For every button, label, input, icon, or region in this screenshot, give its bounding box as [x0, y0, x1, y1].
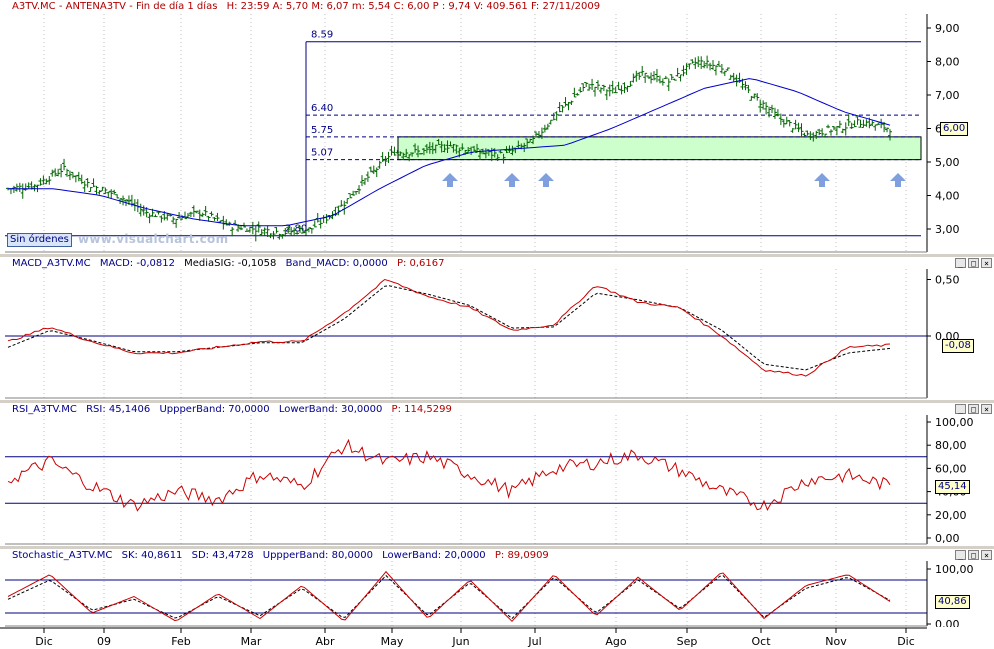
level-label: 5.75 — [311, 125, 333, 136]
macd-p-value: P: 0,6167 — [396, 258, 445, 269]
macd-y-tick-label: 0,50 — [935, 274, 960, 287]
x-axis-label: Nov — [825, 635, 847, 648]
rsi-y-tick-label: 0,00 — [935, 532, 960, 545]
macd-last-value-tag: -0,08 — [942, 339, 974, 353]
support-arrow — [504, 173, 520, 187]
macd-line — [7, 278, 891, 377]
rsi-indicator-name: RSI_A3TV.MC — [12, 404, 77, 415]
maximize-button[interactable]: □ — [968, 404, 979, 414]
macd-indicator-name: MACD_A3TV.MC — [12, 258, 91, 269]
x-axis-label: Oct — [751, 635, 771, 648]
rsi-y-tick-label: 20,00 — [935, 509, 967, 522]
price-y-tick-label: 7,00 — [935, 89, 960, 102]
stochastic-y-tick-label: 100,00 — [935, 563, 974, 576]
rsi-line — [7, 438, 891, 512]
price-chart[interactable]: 8.59 6.40 5.75 5.07 2.80 9,00 8,00 7,00 6,00 5,00… — [0, 0, 994, 254]
x-axis-label: Sep — [677, 635, 698, 648]
stochastic-y-tick-label: 0,00 — [935, 618, 960, 627]
price-y-tick-label: 3,00 — [935, 223, 960, 236]
x-axis-label: May — [381, 635, 404, 648]
support-arrow — [890, 173, 906, 187]
pane-divider[interactable] — [0, 254, 994, 257]
stochastic-indicator-name: Stochastic_A3TV.MC — [12, 550, 113, 561]
rsi-y-tick-label: 60,00 — [935, 462, 967, 475]
rsi-p-value: P: 114,5299 — [391, 404, 452, 415]
maximize-button[interactable]: □ — [968, 258, 979, 268]
level-label: 8.59 — [311, 30, 333, 41]
minimize-button[interactable]: _ — [955, 550, 966, 560]
rsi-pane-header: RSI_A3TV.MC RSI: 45,1406 UppperBand: 70,… — [12, 403, 942, 417]
x-axis-label: 09 — [97, 635, 111, 648]
macd-signal-value: MediaSIG: -0,1058 — [184, 258, 277, 269]
x-axis-label: Jun — [451, 635, 469, 648]
x-axis-label: Abr — [315, 635, 335, 648]
price-last-value-tag: 6,00 — [940, 122, 969, 136]
stochastic-pane-header: Stochastic_A3TV.MC SK: 40,8611 SD: 43,47… — [12, 549, 942, 563]
stochastic-last-value-tag: 40,86 — [935, 595, 970, 609]
price-y-tick-label: 4,00 — [935, 190, 960, 203]
level-label: 2.80 — [285, 224, 307, 235]
level-label: 5.07 — [311, 148, 333, 159]
stochastic-sk-value: SK: 40,8611 — [121, 550, 183, 561]
x-axis-label: Dic — [35, 635, 53, 648]
price-pane-header: A3TV.MC - ANTENA3TV - Fin de día 1 días … — [12, 0, 942, 14]
macd-pane[interactable]: MACD_A3TV.MC MACD: -0,0812 MediaSIG: -0,… — [0, 257, 994, 400]
pane-divider[interactable] — [0, 400, 994, 403]
price-y-tick-label: 8,00 — [935, 56, 960, 69]
stochastic-pane[interactable]: Stochastic_A3TV.MC SK: 40,8611 SD: 43,47… — [0, 549, 994, 627]
rsi-lower-band: LowerBand: 30,0000 — [278, 404, 383, 415]
stochastic-window-buttons: _ □ × — [955, 550, 992, 560]
watermark-text: www.visualchart.com — [78, 232, 229, 246]
rsi-window-buttons: _ □ × — [955, 404, 992, 414]
x-axis-label: Ago — [605, 635, 627, 648]
stochastic-sd-value: SD: 43,4728 — [191, 550, 254, 561]
x-axis-label: Feb — [171, 635, 190, 648]
price-y-tick-label: 5,00 — [935, 156, 960, 169]
support-arrow — [538, 173, 554, 187]
level-label: 6.40 — [311, 103, 333, 114]
minimize-button[interactable]: _ — [955, 404, 966, 414]
close-button[interactable]: × — [981, 404, 992, 414]
macd-value: MACD: -0,0812 — [99, 258, 175, 269]
price-info-text: H: 23:59 A: 5,70 M: 6,07 m: 5,54 C: 6,00… — [226, 1, 601, 12]
price-symbol-title: A3TV.MC - ANTENA3TV - Fin de día 1 días — [12, 1, 218, 12]
stochastic-sk-line — [7, 570, 891, 623]
stochastic-lower-band: LowerBand: 20,0000 — [382, 550, 486, 561]
pane-divider[interactable] — [0, 546, 994, 549]
price-y-tick-label: 9,00 — [935, 22, 960, 35]
maximize-button[interactable]: □ — [968, 550, 979, 560]
rsi-y-tick-label: 80,00 — [935, 439, 967, 452]
close-button[interactable]: × — [981, 258, 992, 268]
orders-badge[interactable]: Sin órdenes — [7, 233, 72, 247]
support-arrow — [814, 173, 830, 187]
rsi-y-tick-label: 100,00 — [935, 416, 974, 429]
rsi-pane[interactable]: RSI_A3TV.MC RSI: 45,1406 UppperBand: 70,… — [0, 403, 994, 546]
macd-pane-header: MACD_A3TV.MC MACD: -0,0812 MediaSIG: -0,… — [12, 257, 942, 271]
macd-band-value: Band_MACD: 0,0000 — [285, 258, 388, 269]
time-axis: Dic 09 Feb Mar Abr May Jun Jul Ago Sep Oct Nov Dic — [0, 627, 927, 648]
rsi-value: RSI: 45,1406 — [86, 404, 151, 415]
x-axis-label: Dic — [897, 635, 915, 648]
rsi-last-value-tag: 45,14 — [935, 480, 970, 494]
minimize-button[interactable]: _ — [955, 258, 966, 268]
price-pane[interactable]: A3TV.MC - ANTENA3TV - Fin de día 1 días … — [0, 0, 994, 254]
stochastic-p-value: P: 89,0909 — [494, 550, 549, 561]
macd-chart[interactable]: 0,500,00 — [0, 257, 994, 400]
rsi-upper-band: UppperBand: 70,0000 — [159, 404, 270, 415]
close-button[interactable]: × — [981, 550, 992, 560]
support-arrow — [442, 173, 458, 187]
x-axis-label: Jul — [527, 635, 541, 648]
support-zone — [397, 136, 922, 161]
x-axis-label: Mar — [241, 635, 262, 648]
macd-signal-line — [7, 285, 891, 371]
stochastic-chart[interactable]: 100,00 0,00 — [0, 549, 994, 627]
stochastic-upper-band: UppperBand: 80,0000 — [262, 550, 373, 561]
moving-average-line — [8, 78, 891, 227]
macd-window-buttons: _ □ × — [955, 258, 992, 268]
